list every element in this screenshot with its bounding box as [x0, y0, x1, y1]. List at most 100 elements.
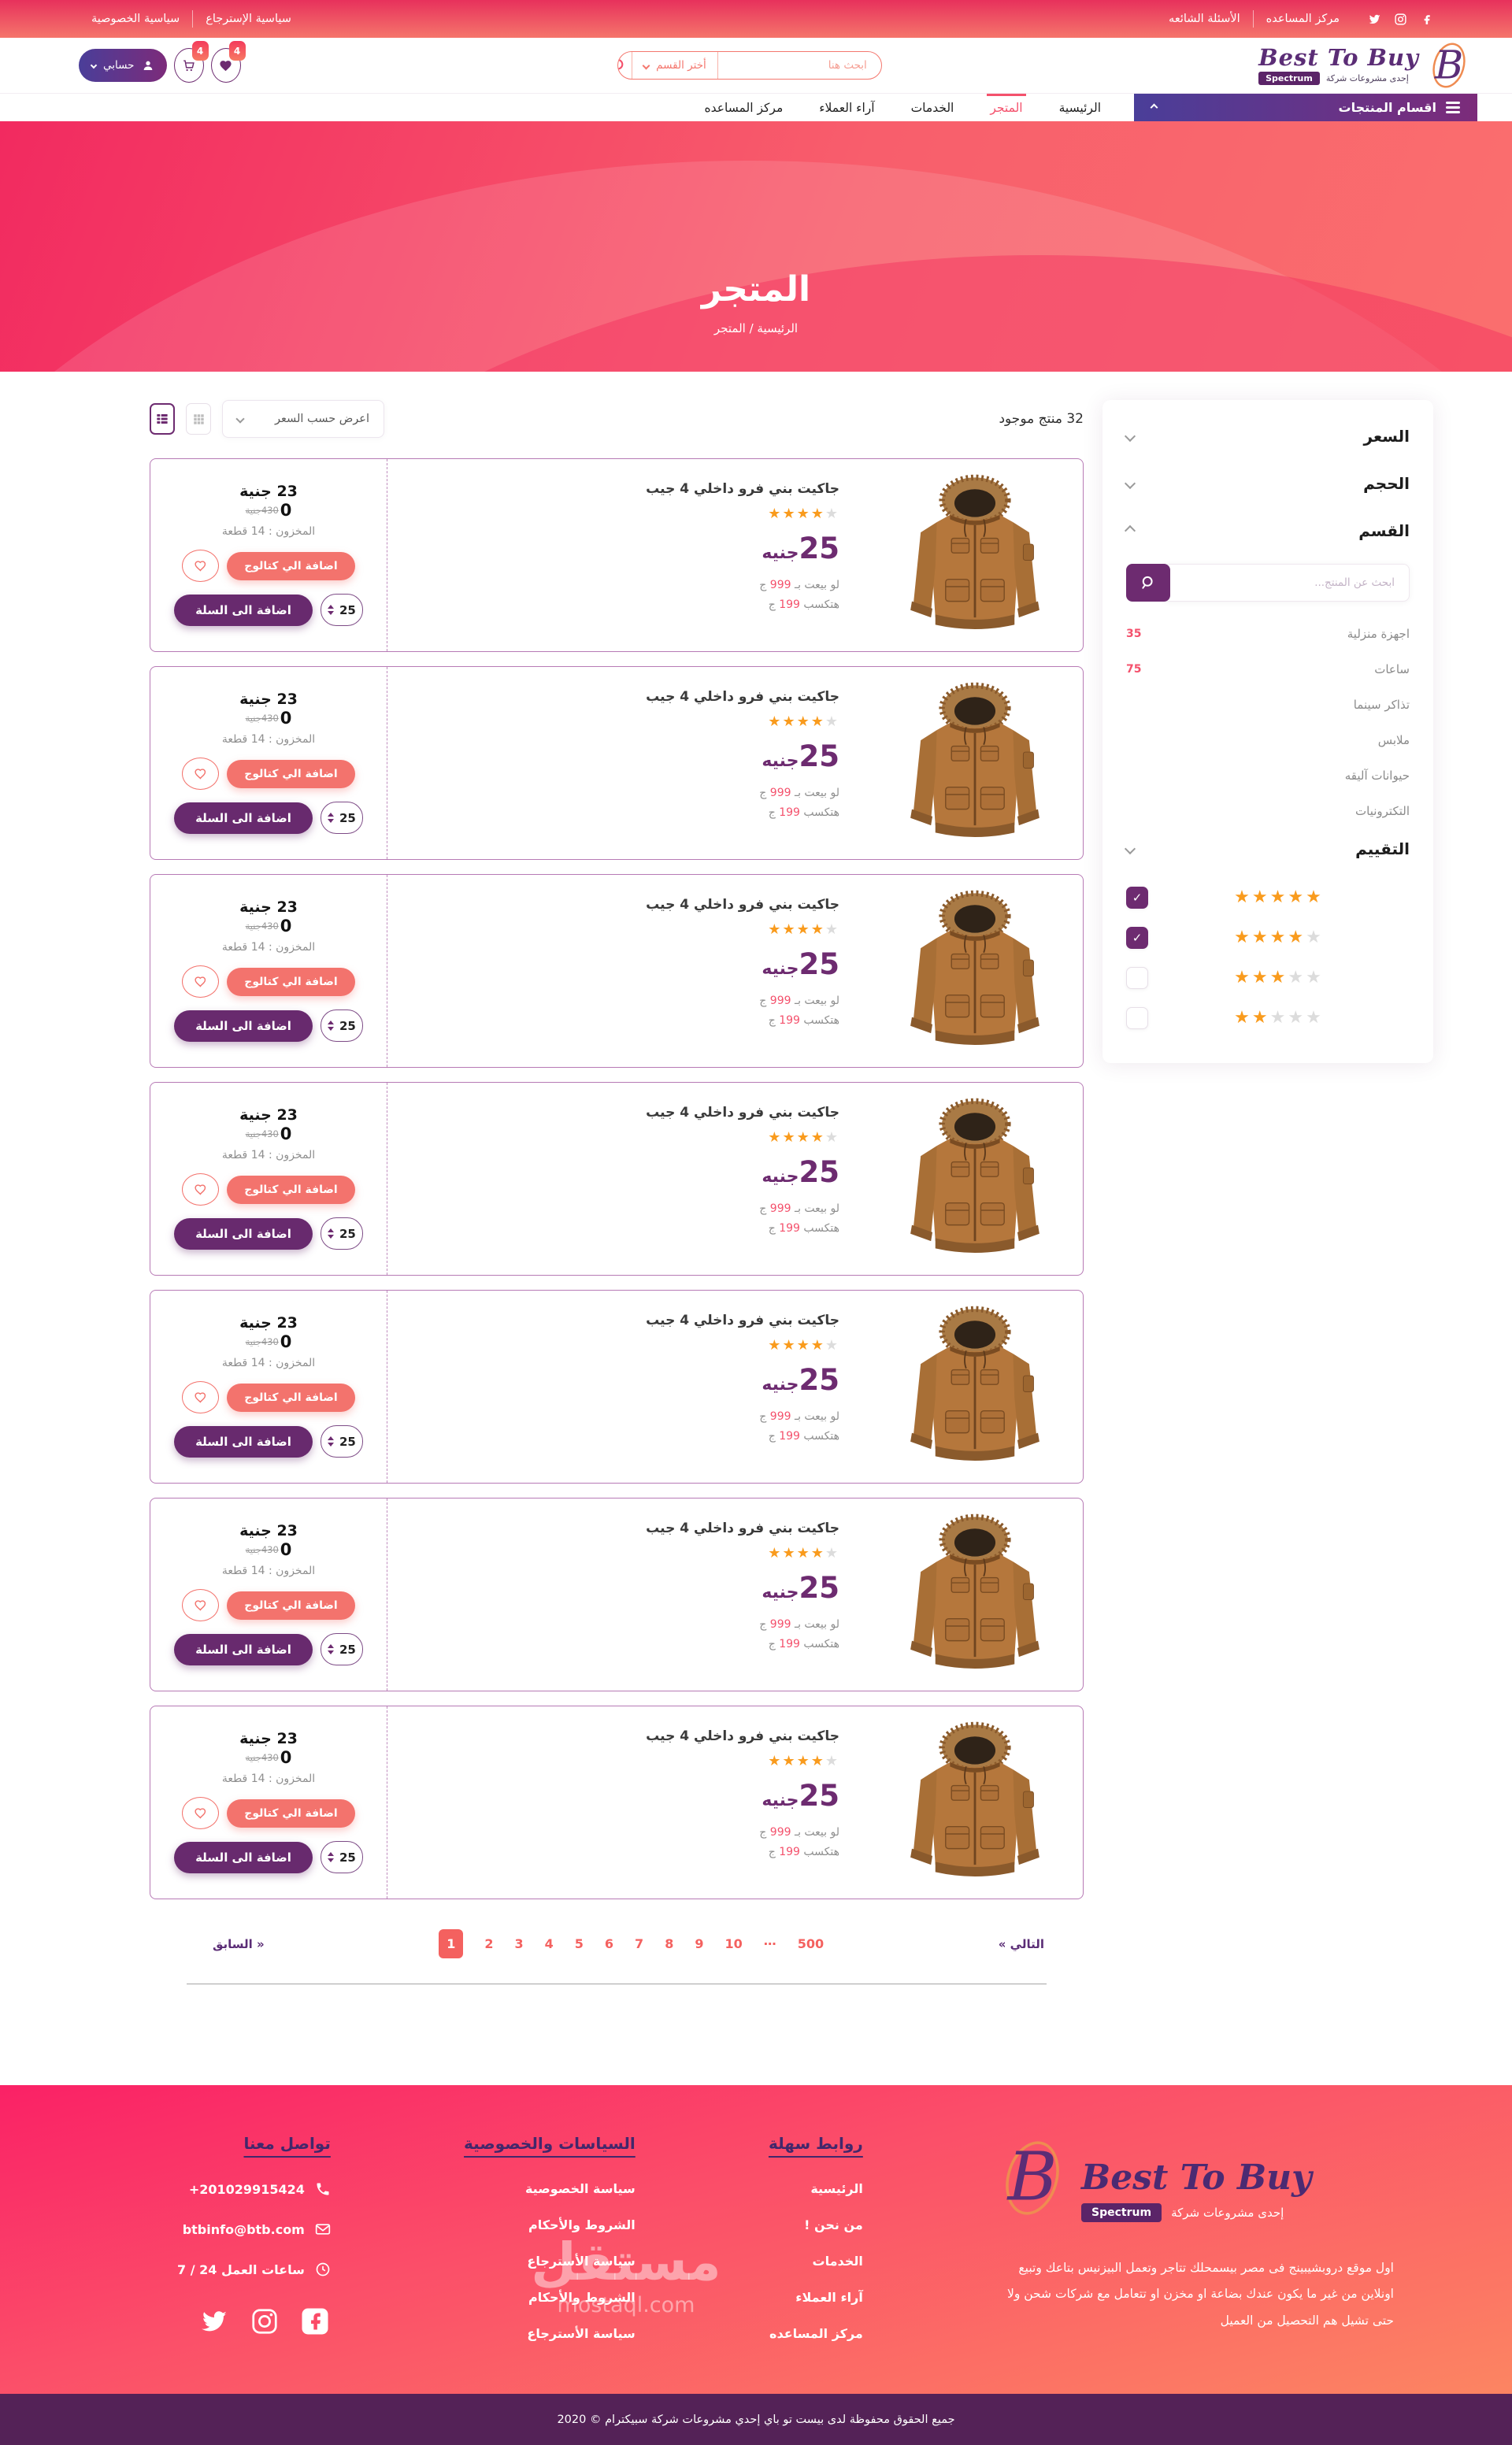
- add-to-catalog-button[interactable]: اضافة الي كتالوج: [227, 1799, 355, 1828]
- topbar-link[interactable]: سياسية الخصوصية: [79, 10, 194, 28]
- wishlist-button[interactable]: [182, 1589, 220, 1621]
- category-filter-item[interactable]: حيوانات آليقه: [1344, 769, 1410, 783]
- footer-link[interactable]: الشروط والأحكام: [528, 2290, 636, 2305]
- pagination-prev-button[interactable]: السابق »: [213, 1936, 265, 1951]
- facebook-icon[interactable]: [299, 2306, 331, 2337]
- filter-size-header[interactable]: الحجم: [1124, 474, 1410, 493]
- pagination-page[interactable]: 9: [695, 1936, 704, 1951]
- category-filter-item[interactable]: تذاكر سينما: [1353, 698, 1410, 712]
- pagination-page[interactable]: 4: [544, 1936, 554, 1951]
- rating-checkbox[interactable]: ✓: [1126, 967, 1148, 989]
- sort-dropdown[interactable]: اعرض حسب السعر: [222, 400, 384, 438]
- nav-item[interactable]: آراء العملاء: [819, 100, 875, 115]
- quantity-stepper[interactable]: 25: [320, 1425, 363, 1458]
- pagination-page[interactable]: 8: [665, 1936, 674, 1951]
- footer-link[interactable]: من نحن !: [804, 2217, 863, 2232]
- filter-price-header[interactable]: السعر: [1124, 427, 1410, 446]
- facebook-icon[interactable]: [1420, 13, 1433, 26]
- search-input[interactable]: [717, 52, 881, 79]
- category-filter-item[interactable]: التكترونيات: [1355, 804, 1410, 818]
- list-view-button[interactable]: [150, 403, 175, 435]
- pagination-page[interactable]: 5: [574, 1936, 584, 1951]
- rating-checkbox[interactable]: ✓: [1126, 927, 1148, 949]
- twitter-icon[interactable]: [1368, 13, 1381, 26]
- wishlist-button[interactable]: [182, 1173, 220, 1206]
- instagram-icon[interactable]: [249, 2306, 280, 2337]
- add-to-cart-button[interactable]: اضافة الى السلة: [174, 1009, 313, 1042]
- topbar-link[interactable]: الأسئلة الشائعه: [1156, 10, 1254, 28]
- pagination-next-button[interactable]: « التالي: [998, 1936, 1044, 1951]
- wishlist-button[interactable]: [182, 1381, 220, 1413]
- product-title[interactable]: جاكيت بني فرو داخلي 4 جيب: [646, 1105, 839, 1121]
- add-to-cart-button[interactable]: اضافة الى السلة: [174, 802, 313, 834]
- add-to-catalog-button[interactable]: اضافة الي كتالوج: [227, 967, 355, 996]
- category-filter-item[interactable]: ساعات 75: [1126, 662, 1410, 676]
- product-search-button[interactable]: [1126, 564, 1170, 602]
- wishlist-button[interactable]: 4: [210, 41, 246, 83]
- footer-link[interactable]: الخدمات: [812, 2254, 863, 2269]
- pagination-page[interactable]: 7: [635, 1936, 644, 1951]
- footer-link[interactable]: سياسة الأسترجاع: [527, 2326, 636, 2341]
- nav-item[interactable]: مركز المساعده: [704, 100, 784, 115]
- pagination-page[interactable]: 2: [484, 1936, 494, 1951]
- add-to-cart-button[interactable]: اضافة الى السلة: [174, 1841, 313, 1873]
- brand-logo[interactable]: B Best To Buy Spectrum إحدى مشروعات شركة: [1258, 39, 1471, 92]
- product-title[interactable]: جاكيت بني فرو داخلي 4 جيب: [646, 897, 839, 913]
- add-to-catalog-button[interactable]: اضافة الي كتالوج: [227, 759, 355, 788]
- filter-category-header[interactable]: القسم: [1124, 521, 1410, 540]
- add-to-cart-button[interactable]: اضافة الى السلة: [174, 1425, 313, 1458]
- wishlist-button[interactable]: [182, 758, 220, 790]
- wishlist-button[interactable]: [182, 550, 220, 582]
- pagination-page[interactable]: 6: [604, 1936, 614, 1951]
- wishlist-button[interactable]: [182, 965, 220, 998]
- contact-phone[interactable]: +201029915424: [177, 2181, 331, 2197]
- quantity-stepper[interactable]: 25: [320, 1217, 363, 1250]
- topbar-link[interactable]: مركز المساعده: [1266, 13, 1340, 25]
- footer-link[interactable]: سياسة الأسترجاع: [527, 2254, 636, 2269]
- search-category-dropdown[interactable]: أختر القسم: [632, 52, 718, 79]
- footer-link[interactable]: مركز المساعده: [769, 2326, 863, 2341]
- instagram-icon[interactable]: [1394, 13, 1407, 26]
- add-to-catalog-button[interactable]: اضافة الي كتالوج: [227, 1383, 355, 1412]
- pagination-page[interactable]: 500: [797, 1936, 825, 1951]
- footer-link[interactable]: الرئيسية: [810, 2181, 863, 2196]
- product-title[interactable]: جاكيت بني فرو داخلي 4 جيب: [646, 1313, 839, 1328]
- contact-email[interactable]: btbinfo@btb.com: [177, 2221, 331, 2237]
- grid-view-button[interactable]: [186, 403, 211, 435]
- product-title[interactable]: جاكيت بني فرو داخلي 4 جيب: [646, 689, 839, 705]
- categories-menu-button[interactable]: اقسام المنتجات: [1134, 93, 1477, 122]
- cart-button[interactable]: 4: [173, 41, 209, 83]
- category-filter-item[interactable]: اجهزة منزلية 35: [1126, 627, 1410, 641]
- quantity-stepper[interactable]: 25: [320, 1633, 363, 1665]
- nav-item[interactable]: الخدمات: [910, 100, 954, 115]
- pagination-page[interactable]: ⋯: [763, 1936, 776, 1951]
- topbar-link[interactable]: سياسية الإسترجاع: [206, 13, 291, 25]
- product-title[interactable]: جاكيت بني فرو داخلي 4 جيب: [646, 1521, 839, 1536]
- add-to-cart-button[interactable]: اضافة الى السلة: [174, 1217, 313, 1250]
- product-search-input[interactable]: [1162, 564, 1410, 602]
- twitter-icon[interactable]: [198, 2306, 230, 2337]
- nav-item[interactable]: الرئيسية: [1058, 100, 1101, 115]
- rating-checkbox[interactable]: ✓: [1126, 887, 1148, 909]
- add-to-catalog-button[interactable]: اضافة الي كتالوج: [227, 1591, 355, 1620]
- product-title[interactable]: جاكيت بني فرو داخلي 4 جيب: [646, 481, 839, 497]
- add-to-cart-button[interactable]: اضافة الى السلة: [174, 594, 313, 626]
- account-button[interactable]: حسابي: [79, 49, 167, 82]
- add-to-cart-button[interactable]: اضافة الى السلة: [174, 1633, 313, 1665]
- category-filter-item[interactable]: ملابس: [1377, 733, 1410, 747]
- quantity-stepper[interactable]: 25: [320, 1841, 363, 1873]
- wishlist-button[interactable]: [182, 1797, 220, 1829]
- rating-checkbox[interactable]: ✓: [1126, 1007, 1148, 1029]
- footer-link[interactable]: الشروط والأحكام: [528, 2217, 636, 2232]
- pagination-page[interactable]: 3: [514, 1936, 524, 1951]
- nav-item[interactable]: المتجر: [987, 93, 1026, 122]
- product-title[interactable]: جاكيت بني فرو داخلي 4 جيب: [646, 1728, 839, 1744]
- search-button[interactable]: [617, 52, 632, 79]
- quantity-stepper[interactable]: 25: [320, 1009, 363, 1042]
- footer-link[interactable]: سياسة الخصوصية: [524, 2181, 636, 2196]
- quantity-stepper[interactable]: 25: [320, 594, 363, 626]
- add-to-catalog-button[interactable]: اضافة الي كتالوج: [227, 1175, 355, 1204]
- footer-link[interactable]: آراء العملاء: [795, 2290, 863, 2305]
- pagination-page[interactable]: 10: [724, 1936, 743, 1951]
- pagination-page[interactable]: 1: [439, 1929, 464, 1958]
